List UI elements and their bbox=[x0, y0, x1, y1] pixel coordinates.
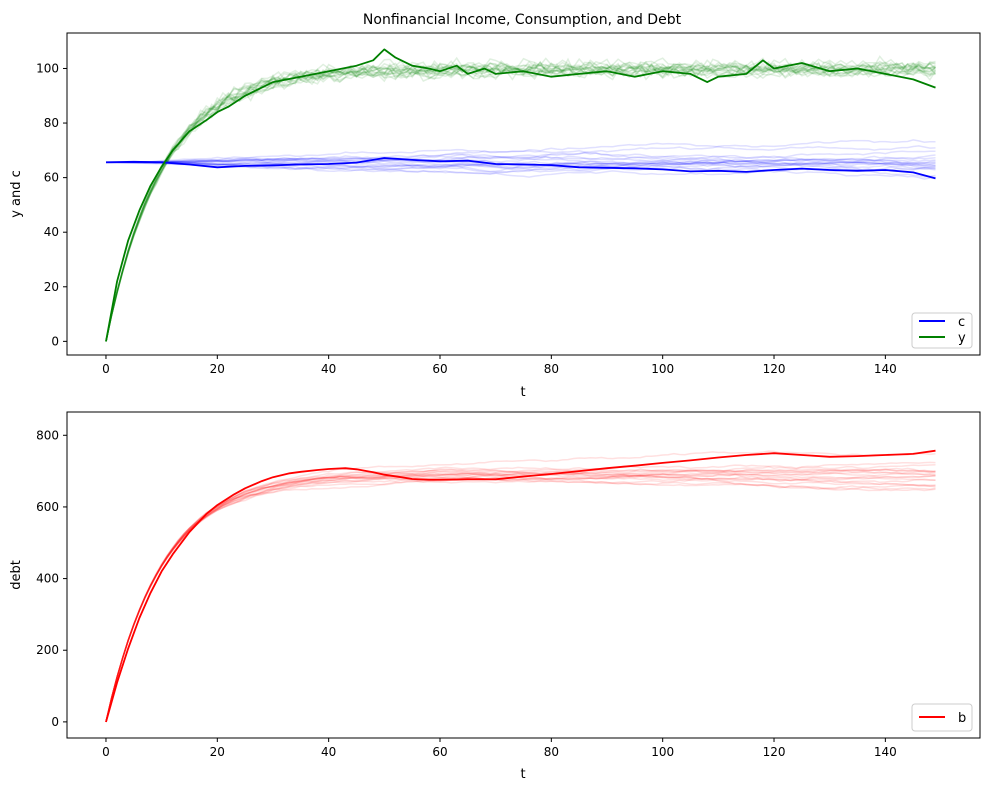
legend: b bbox=[911, 703, 973, 732]
background-run-c bbox=[106, 151, 936, 164]
y-tick-label: 60 bbox=[44, 171, 59, 185]
y-tick-label: 800 bbox=[36, 428, 59, 442]
background-run-y bbox=[105, 67, 937, 342]
legend-label-c: c bbox=[958, 315, 965, 330]
background-run-c bbox=[105, 157, 936, 167]
background-run-c bbox=[105, 150, 936, 164]
background-run-c bbox=[106, 156, 936, 166]
x-tick-label: 140 bbox=[874, 362, 897, 376]
x-axis-label: t bbox=[520, 767, 525, 782]
background-run-b bbox=[105, 477, 936, 723]
background-run-y bbox=[105, 57, 936, 342]
x-tick-label: 60 bbox=[432, 362, 447, 376]
background-run-b bbox=[105, 472, 936, 723]
y-tick-label: 40 bbox=[44, 225, 59, 239]
background-run-y bbox=[105, 67, 936, 342]
x-tick-label: 0 bbox=[102, 362, 110, 376]
background-run-y bbox=[105, 60, 936, 342]
legend: c y bbox=[911, 312, 973, 349]
y-tick-label: 600 bbox=[36, 500, 59, 514]
series-line-b bbox=[105, 449, 936, 723]
y-tick-label: 0 bbox=[51, 715, 59, 729]
x-tick-label: 40 bbox=[321, 745, 336, 759]
series-lines bbox=[105, 449, 936, 723]
background-run-b bbox=[105, 480, 936, 723]
x-tick-label: 0 bbox=[102, 745, 110, 759]
x-tick-label: 120 bbox=[763, 362, 786, 376]
y-ticks: 0 20 40 60 80 100 bbox=[36, 61, 67, 348]
x-tick-label: 100 bbox=[651, 745, 674, 759]
background-run-b bbox=[105, 472, 936, 723]
background-run-c bbox=[106, 156, 936, 170]
y-tick-label: 200 bbox=[36, 643, 59, 657]
background-run-y bbox=[105, 61, 936, 342]
x-tick-label: 20 bbox=[210, 745, 225, 759]
background-run-c bbox=[105, 158, 936, 173]
chart-title: Nonfinancial Income, Consumption, and De… bbox=[363, 12, 682, 28]
background-run-c bbox=[106, 153, 936, 169]
background-run-c bbox=[105, 139, 936, 164]
background-run-b bbox=[105, 450, 936, 723]
y-tick-label: 400 bbox=[36, 572, 59, 586]
y-tick-label: 100 bbox=[36, 61, 59, 75]
x-ticks: 0 20 40 60 80 100 120 140 bbox=[102, 355, 897, 376]
x-ticks: 0 20 40 60 80 100 120 140 bbox=[102, 738, 897, 759]
background-run-b bbox=[105, 475, 936, 723]
background-run-c bbox=[106, 152, 936, 164]
income-consumption-chart: Nonfinancial Income, Consumption, and De… bbox=[9, 12, 981, 400]
axes-frame bbox=[66, 411, 981, 739]
axes-frame bbox=[66, 32, 981, 356]
x-tick-label: 140 bbox=[874, 745, 897, 759]
x-tick-label: 80 bbox=[544, 362, 559, 376]
legend-label-b: b bbox=[958, 711, 966, 726]
series-lines bbox=[105, 48, 936, 342]
background-run-c bbox=[106, 142, 936, 164]
background-run-b bbox=[105, 461, 936, 723]
x-tick-label: 40 bbox=[321, 362, 336, 376]
x-tick-label: 80 bbox=[544, 745, 559, 759]
background-run-y bbox=[105, 61, 936, 342]
x-tick-label: 100 bbox=[651, 362, 674, 376]
y-tick-label: 20 bbox=[44, 280, 59, 294]
y-axis-label: y and c bbox=[9, 170, 24, 218]
background-run-y bbox=[105, 59, 936, 342]
x-tick-label: 20 bbox=[210, 362, 225, 376]
background-run-y bbox=[105, 63, 937, 342]
y-tick-label: 0 bbox=[51, 334, 59, 348]
background-run-b bbox=[105, 471, 936, 723]
background-run-b bbox=[105, 474, 936, 723]
background-run-b bbox=[105, 463, 936, 723]
background-run-b bbox=[105, 468, 936, 723]
background-run-b bbox=[105, 467, 936, 723]
y-ticks: 0 200 400 600 800 bbox=[36, 428, 67, 729]
background-run-y bbox=[105, 62, 937, 342]
background-run-b bbox=[105, 470, 936, 723]
series-line-y bbox=[105, 48, 936, 342]
background-run-y bbox=[105, 55, 936, 342]
background-run-b bbox=[105, 468, 936, 723]
x-axis-label: t bbox=[520, 385, 525, 400]
y-axis-label: debt bbox=[9, 560, 24, 590]
background-run-b bbox=[105, 468, 936, 723]
background-runs bbox=[105, 55, 937, 342]
background-run-c bbox=[105, 161, 936, 180]
background-run-b bbox=[105, 468, 936, 723]
legend-label-y: y bbox=[958, 331, 966, 346]
y-tick-label: 80 bbox=[44, 116, 59, 130]
x-tick-label: 60 bbox=[432, 745, 447, 759]
series-line-c bbox=[105, 157, 936, 180]
background-run-y bbox=[105, 58, 936, 342]
x-tick-label: 120 bbox=[763, 745, 786, 759]
